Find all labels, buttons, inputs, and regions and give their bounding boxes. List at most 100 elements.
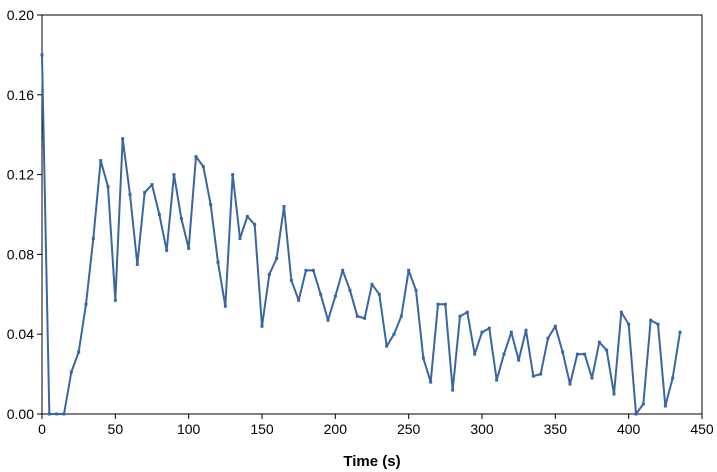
data-point bbox=[377, 292, 381, 296]
data-point bbox=[553, 324, 557, 328]
data-point bbox=[326, 318, 330, 322]
x-tick-label: 50 bbox=[108, 421, 124, 437]
series-line bbox=[41, 54, 681, 415]
data-point bbox=[656, 322, 660, 326]
x-tick-label: 100 bbox=[177, 421, 201, 437]
data-point bbox=[231, 173, 235, 177]
data-point bbox=[84, 302, 88, 306]
y-tick-label: 0.04 bbox=[7, 326, 34, 342]
data-point bbox=[436, 302, 440, 306]
data-point bbox=[201, 165, 205, 169]
data-point bbox=[157, 213, 161, 216]
data-point bbox=[121, 137, 125, 141]
data-point bbox=[245, 214, 249, 218]
y-tick-labels: 0.00 0.04 0.08 0.12 0.16 0.20 bbox=[7, 7, 34, 422]
tick-marks bbox=[37, 14, 703, 419]
data-point bbox=[678, 330, 682, 334]
x-axis-title: Time (s) bbox=[343, 453, 400, 470]
x-tick-label: 250 bbox=[397, 421, 421, 437]
data-point bbox=[209, 203, 213, 207]
data-point bbox=[458, 314, 462, 318]
data-point bbox=[304, 268, 308, 272]
data-point bbox=[495, 378, 499, 382]
data-point bbox=[69, 370, 73, 374]
data-point bbox=[590, 376, 594, 380]
data-point bbox=[267, 272, 271, 276]
data-point bbox=[62, 412, 66, 416]
data-point bbox=[421, 356, 425, 360]
data-point bbox=[429, 380, 433, 384]
x-tick-label: 300 bbox=[470, 421, 494, 437]
plot-frame bbox=[41, 14, 703, 415]
data-point bbox=[443, 302, 447, 306]
data-point bbox=[282, 205, 286, 209]
data-point bbox=[502, 352, 506, 356]
data-point bbox=[333, 294, 337, 298]
x-tick-label: 450 bbox=[690, 421, 714, 437]
data-point bbox=[216, 260, 220, 264]
data-point bbox=[275, 256, 279, 260]
data-point bbox=[77, 350, 81, 354]
data-point bbox=[641, 402, 645, 406]
data-point bbox=[113, 298, 117, 302]
data-point bbox=[473, 352, 477, 356]
data-point bbox=[561, 350, 565, 354]
y-tick-label: 0.12 bbox=[7, 167, 34, 183]
data-point bbox=[487, 326, 491, 330]
data-point bbox=[223, 304, 227, 308]
series bbox=[40, 53, 682, 416]
data-point bbox=[568, 382, 572, 386]
data-point bbox=[143, 191, 147, 195]
data-point bbox=[509, 330, 513, 334]
data-point bbox=[238, 236, 242, 240]
data-point bbox=[106, 185, 110, 189]
data-point bbox=[649, 318, 653, 322]
data-point bbox=[47, 412, 51, 416]
x-tick-label: 0 bbox=[38, 421, 46, 437]
x-tick-label: 400 bbox=[617, 421, 641, 437]
data-point bbox=[480, 330, 484, 334]
data-point bbox=[135, 262, 139, 266]
data-point bbox=[370, 282, 374, 286]
data-point bbox=[187, 246, 191, 250]
data-point bbox=[524, 328, 528, 332]
data-point bbox=[319, 292, 323, 296]
data-point bbox=[539, 372, 543, 376]
data-point bbox=[165, 248, 169, 252]
data-point bbox=[91, 236, 95, 240]
y-tick-label: 0.08 bbox=[7, 246, 34, 262]
data-point bbox=[311, 268, 315, 272]
data-point bbox=[627, 322, 631, 326]
data-point bbox=[150, 183, 154, 187]
data-point bbox=[531, 374, 535, 378]
data-point bbox=[597, 340, 601, 344]
data-point bbox=[605, 348, 609, 352]
x-tick-label: 350 bbox=[544, 421, 568, 437]
data-point bbox=[172, 173, 176, 177]
data-point bbox=[194, 155, 198, 159]
data-point bbox=[399, 314, 403, 318]
data-point bbox=[465, 310, 469, 314]
data-point bbox=[348, 288, 352, 292]
data-point bbox=[451, 388, 455, 392]
data-point bbox=[575, 352, 579, 356]
x-tick-label: 200 bbox=[324, 421, 348, 437]
y-tick-label: 0.00 bbox=[7, 406, 34, 422]
data-point bbox=[289, 278, 293, 282]
data-point bbox=[297, 298, 301, 302]
data-point bbox=[55, 412, 59, 416]
data-point bbox=[253, 222, 257, 226]
data-point bbox=[583, 352, 587, 356]
data-point bbox=[260, 324, 264, 328]
data-point bbox=[363, 316, 367, 320]
data-point bbox=[663, 404, 667, 408]
data-point bbox=[392, 332, 396, 336]
data-point bbox=[128, 193, 132, 197]
data-point bbox=[355, 314, 359, 318]
data-point bbox=[517, 358, 521, 362]
data-point bbox=[99, 159, 103, 163]
data-point bbox=[179, 216, 183, 220]
data-point bbox=[341, 268, 345, 272]
data-point bbox=[612, 392, 616, 396]
